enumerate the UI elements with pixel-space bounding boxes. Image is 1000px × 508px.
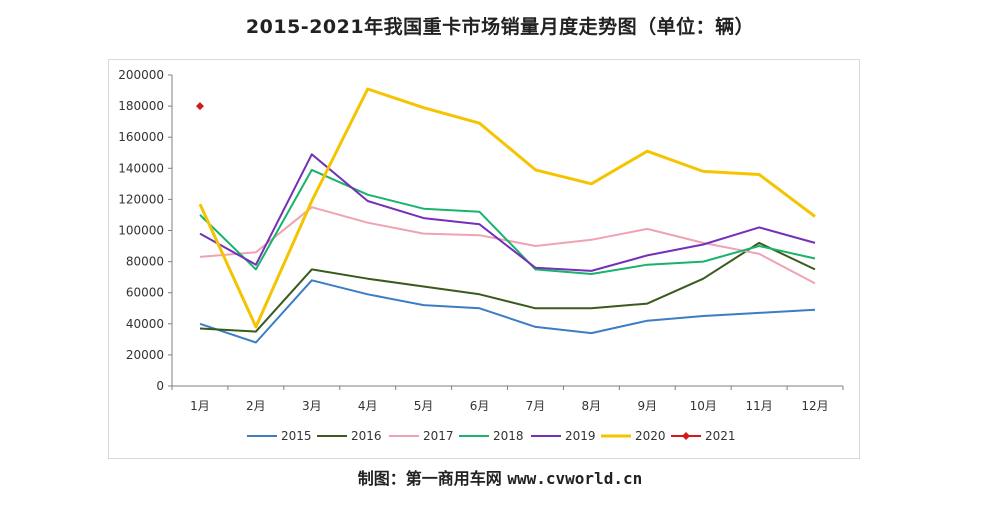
legend-label-2018: 2018 [493,429,524,443]
x-tick-label: 8月 [582,399,602,413]
x-tick-label: 10月 [690,399,717,413]
y-tick-label: 80000 [126,255,164,269]
legend-label-2020: 2020 [635,429,666,443]
x-tick-label: 7月 [526,399,546,413]
data-point-2021 [195,102,204,111]
x-tick-label: 9月 [637,399,657,413]
series-line-2016 [199,241,816,333]
x-tick-label: 6月 [470,399,490,413]
x-tick-label: 11月 [745,399,772,413]
x-tick-label: 5月 [414,399,434,413]
chart-title: 2015-2021年我国重卡市场销量月度走势图（单位：辆） [245,16,755,38]
y-tick-label: 100000 [118,224,164,238]
chart-credit: 制图：第一商用车网 www.cvworld.cn [0,465,1000,489]
legend-label-2019: 2019 [565,429,596,443]
chart-frame [108,59,860,459]
x-tick-label: 1月 [190,399,210,413]
x-tick-label: 4月 [358,399,378,413]
y-tick-label: 120000 [118,192,164,206]
y-tick-label: 60000 [126,286,164,300]
series-line-2020 [198,87,816,329]
credit-url: www.cvworld.cn [507,469,643,488]
legend-label-2015: 2015 [281,429,312,443]
x-tick-label: 2月 [246,399,266,413]
legend-marker-2021 [682,432,690,440]
credit-label: 制图：第一商用车网 [357,469,502,488]
legend-label-2016: 2016 [351,429,382,443]
legend-label-2021: 2021 [705,429,736,443]
x-tick-label: 12月 [801,399,828,413]
y-tick-label: 180000 [118,99,164,113]
y-tick-label: 20000 [126,348,164,362]
x-tick-label: 3月 [302,399,322,413]
y-tick-label: 140000 [118,161,164,175]
y-tick-label: 40000 [126,317,164,331]
series-line-2018 [199,168,816,275]
y-tick-label: 160000 [118,130,164,144]
series-line-2015 [199,279,816,344]
y-tick-label: 0 [156,379,164,393]
legend-label-2017: 2017 [423,429,454,443]
series-line-2019 [199,153,816,272]
y-tick-label: 200000 [118,68,164,82]
